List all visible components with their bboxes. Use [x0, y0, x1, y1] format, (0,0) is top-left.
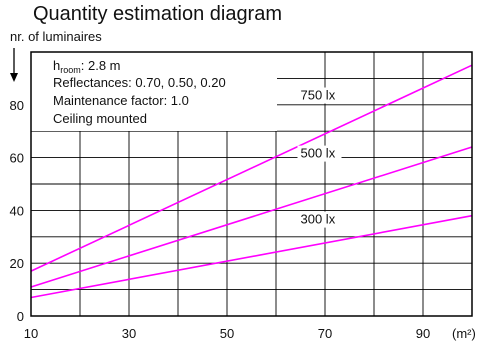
y-tick-labels: 0 20 40 60 80	[10, 98, 24, 324]
down-arrow-icon	[10, 48, 18, 82]
series-label: 750 lx	[301, 88, 336, 103]
series-label: 500 lx	[301, 146, 336, 161]
x-axis-label: (m²)	[452, 326, 476, 341]
room-height-subscript: room	[60, 65, 81, 75]
y-axis-label: nr. of luminaires	[10, 29, 102, 44]
chart-title: Quantity estimation diagram	[33, 3, 283, 25]
series-labels: 750 lx 500 lx 300 lx	[297, 87, 342, 228]
series-label: 300 lx	[301, 212, 336, 227]
mounting-info: Ceiling mounted	[53, 111, 147, 126]
y-tick-label: 0	[17, 309, 24, 324]
y-tick-label: 80	[10, 98, 24, 113]
x-tick-label: 30	[122, 326, 136, 341]
room-height-value: : 2.8 m	[81, 58, 121, 73]
x-tick-label: 70	[318, 326, 332, 341]
series-lines	[30, 64, 473, 299]
room-height-symbol: h	[53, 58, 60, 73]
x-tick-labels: 10 30 50 70 90	[24, 326, 430, 341]
x-tick-label: 90	[416, 326, 430, 341]
room-height-info: hroom: 2.8 m	[53, 58, 121, 75]
series-line-500-lx	[30, 146, 473, 288]
grid	[31, 52, 472, 316]
series-label-background	[297, 145, 342, 162]
y-tick-label: 40	[10, 203, 24, 218]
maintenance-info: Maintenance factor: 1.0	[53, 93, 189, 108]
reflectances-info: Reflectances: 0.70, 0.50, 0.20	[53, 75, 226, 90]
series-line-750-lx	[30, 64, 473, 272]
plot-frame	[30, 51, 473, 317]
x-tick-label: 50	[220, 326, 234, 341]
series-line-300-lx	[30, 214, 473, 299]
info-box	[31, 52, 277, 131]
series-label-background	[297, 87, 342, 104]
y-tick-label: 20	[10, 256, 24, 271]
y-tick-label: 60	[10, 151, 24, 166]
series-label-background	[297, 211, 342, 228]
x-tick-label: 10	[24, 326, 38, 341]
